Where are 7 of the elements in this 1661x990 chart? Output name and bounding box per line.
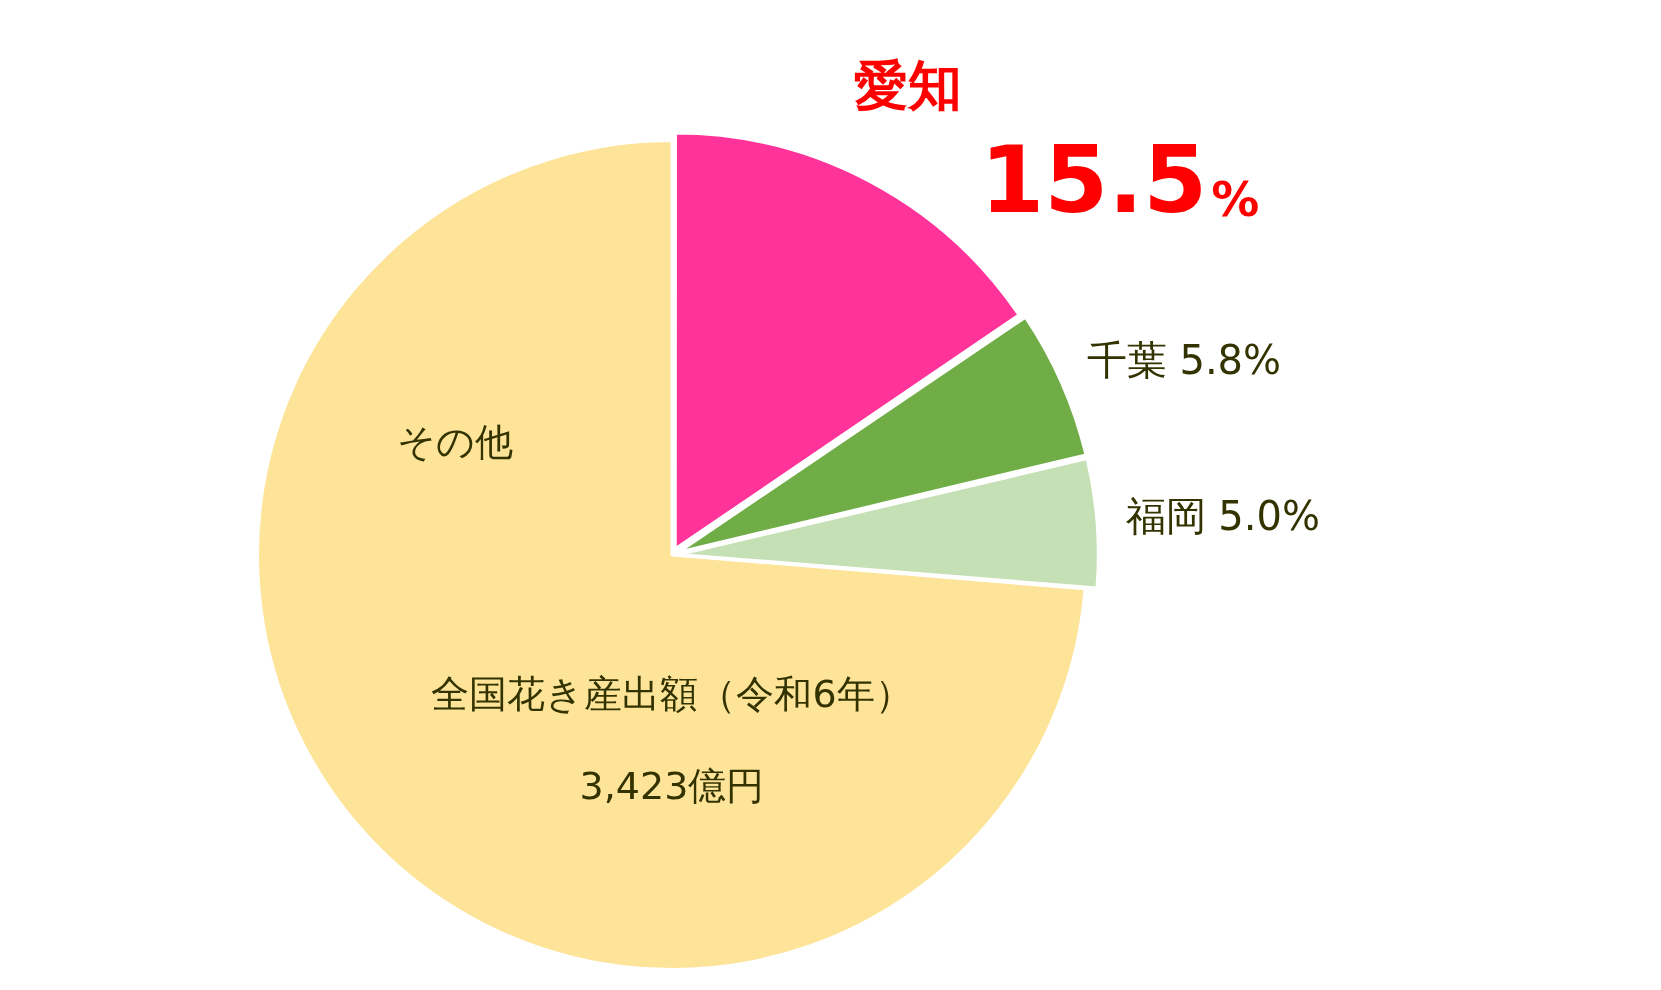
data-label: 15.5% — [980, 127, 1260, 235]
slice-label: 千葉 5.8% — [1086, 337, 1282, 384]
slice-label: 福岡 5.0% — [1125, 492, 1320, 539]
text: 全国花き産出額（令和6年） — [431, 671, 913, 716]
text: 3,423億円 — [579, 763, 765, 808]
slice-label: その他 — [397, 419, 513, 464]
slice-label: 愛知 — [854, 54, 963, 118]
